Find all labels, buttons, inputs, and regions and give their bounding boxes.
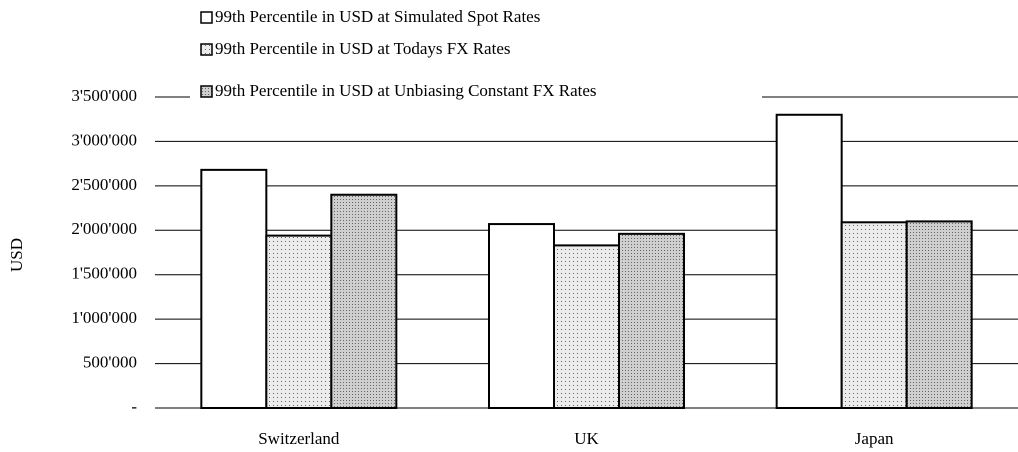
legend-swatch	[200, 11, 213, 24]
y-tick-label: 3'500'000	[71, 86, 137, 105]
legend-label: 99th Percentile in USD at Simulated Spot…	[215, 7, 540, 26]
y-tick-label: 3'000'000	[71, 130, 137, 149]
bar	[905, 220, 973, 409]
legend-swatch	[200, 43, 213, 56]
legend-label: 99th Percentile in USD at Unbiasing Cons…	[215, 81, 597, 100]
bar	[618, 232, 685, 409]
y-tick-label: 1'500'000	[71, 264, 137, 283]
y-tick-label: 2'000'000	[71, 219, 137, 238]
bar	[330, 193, 398, 409]
bar	[840, 221, 908, 409]
y-axis-title: USD	[7, 238, 26, 272]
x-tick-label: UK	[574, 429, 599, 448]
bar	[200, 168, 268, 409]
x-tick-label: Switzerland	[258, 429, 340, 448]
x-tick-label: Japan	[855, 429, 894, 448]
y-tick-label: 500'000	[83, 352, 137, 371]
bar	[775, 113, 843, 410]
y-tick-label: -	[131, 397, 137, 416]
legend-swatch	[200, 85, 213, 98]
bar	[553, 244, 620, 409]
y-tick-label: 2'500'000	[71, 175, 137, 194]
bar	[265, 234, 333, 409]
legend-label: 99th Percentile in USD at Todays FX Rate…	[215, 39, 511, 58]
bar	[488, 223, 555, 409]
y-tick-label: 1'000'000	[71, 308, 137, 327]
